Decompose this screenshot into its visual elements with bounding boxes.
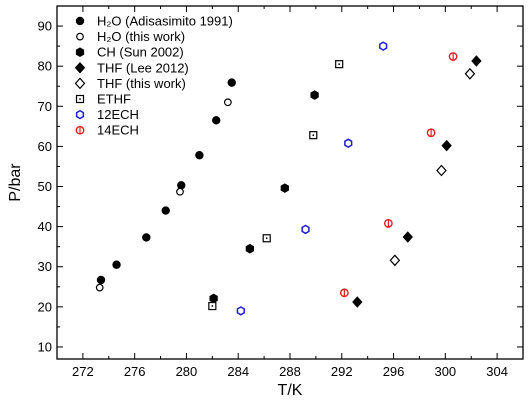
- data-point: [195, 151, 204, 160]
- data-point: [352, 296, 363, 308]
- legend-item: CH (Sun 2002): [75, 45, 184, 60]
- legend-marker: [75, 16, 85, 26]
- legend-item: H₂O (this work): [76, 29, 185, 44]
- data-point: [177, 181, 186, 190]
- y-tick-label: 80: [38, 59, 52, 74]
- data-point: [464, 67, 476, 80]
- data-point: [344, 138, 353, 148]
- data-point: [389, 254, 401, 267]
- x-tick-label: 288: [279, 364, 301, 379]
- legend-label: ETHF: [97, 92, 131, 107]
- x-tick-label: 284: [227, 364, 249, 379]
- legend-marker: [74, 77, 86, 90]
- data-point: [112, 260, 121, 269]
- legend-item: ETHF: [75, 92, 131, 107]
- legend-label: 14ECH: [97, 123, 139, 138]
- legend-marker: [74, 62, 86, 74]
- data-point: [402, 231, 413, 243]
- data-point: [95, 283, 104, 292]
- data-point: [383, 219, 393, 228]
- legend-label: THF (this work): [97, 76, 186, 91]
- legend-label: CH (Sun 2002): [97, 45, 184, 60]
- data-point: [212, 116, 221, 125]
- data-point: [227, 78, 236, 87]
- legend-label: THF (Lee 2012): [97, 60, 189, 75]
- y-tick-label: 40: [38, 219, 52, 234]
- legend-item: THF (Lee 2012): [74, 60, 189, 75]
- x-axis-label: T/K: [278, 382, 303, 399]
- legend-item: THF (this work): [74, 76, 186, 91]
- data-point: [280, 183, 289, 193]
- data-point: [310, 90, 319, 100]
- data-point: [309, 131, 318, 140]
- data-point: [236, 306, 245, 316]
- data-point: [96, 275, 106, 285]
- data-point: [379, 41, 388, 51]
- x-tick-label: 280: [176, 364, 198, 379]
- legend-marker: [76, 32, 84, 41]
- x-tick-label: 276: [124, 364, 146, 379]
- y-tick-label: 60: [38, 139, 52, 154]
- data-point: [436, 164, 447, 177]
- data-point: [448, 52, 458, 61]
- x-tick-label: 304: [486, 364, 508, 379]
- y-tick-label: 30: [38, 259, 52, 274]
- y-tick-label: 90: [38, 19, 52, 34]
- data-point: [426, 128, 436, 138]
- data-point: [208, 301, 217, 311]
- y-tick-label: 20: [38, 299, 52, 314]
- data-point: [471, 55, 482, 67]
- data-point: [339, 288, 349, 298]
- axis-ticks: [56, 5, 524, 359]
- legend-marker: [75, 94, 85, 104]
- y-tick-label: 10: [38, 339, 52, 354]
- data-point: [161, 206, 170, 215]
- y-tick-label: 50: [38, 179, 52, 194]
- legend-marker: [75, 109, 85, 120]
- data-point: [335, 60, 344, 69]
- legend-item: 12ECH: [75, 107, 139, 122]
- data-point: [223, 98, 232, 107]
- legend: H₂O (Adisasimito 1991)H₂O (this work)CH …: [74, 14, 233, 138]
- y-tick-label: 70: [38, 99, 52, 114]
- data-points: [95, 41, 482, 316]
- legend-marker: [75, 47, 85, 57]
- legend-label: H₂O (this work): [97, 29, 185, 44]
- y-axis-label: P/bar: [7, 163, 24, 202]
- data-point: [245, 243, 255, 254]
- data-point: [176, 187, 184, 196]
- legend-label: 12ECH: [97, 107, 139, 122]
- data-point: [262, 234, 271, 243]
- legend-item: 14ECH: [75, 123, 139, 138]
- data-point: [142, 233, 151, 242]
- x-tick-label: 296: [383, 364, 405, 379]
- tick-labels: 272 276 280 284 288 292 296 300 304 10 20 30 40 50 60 7…: [38, 19, 508, 379]
- data-point: [301, 224, 310, 235]
- x-tick-label: 292: [331, 364, 353, 379]
- x-tick-label: 272: [72, 364, 94, 379]
- x-tick-label: 300: [434, 364, 456, 379]
- legend-marker: [75, 125, 85, 135]
- data-point: [441, 139, 452, 152]
- legend-item: H₂O (Adisasimito 1991): [75, 14, 233, 29]
- legend-label: H₂O (Adisasimito 1991): [97, 14, 233, 29]
- data-point: [209, 293, 218, 304]
